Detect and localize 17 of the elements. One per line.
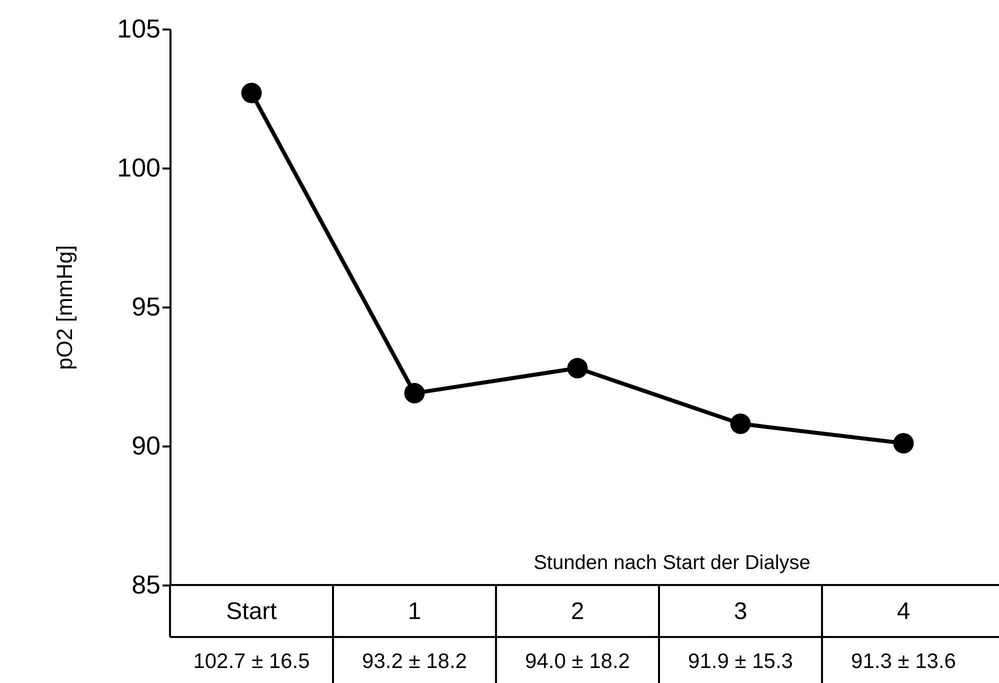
y-axis-title: pO2 [mmHg] <box>52 245 78 370</box>
text: 91.3 ± 13.6 <box>851 650 956 673</box>
text: 102.7 ± 16.5 <box>193 650 310 673</box>
text: 93.2 ± 18.2 <box>362 650 467 673</box>
text: 94.0 ± 18.2 <box>525 650 630 673</box>
y-tick-label: 90 <box>132 430 160 460</box>
x-tick-label: 2 <box>570 598 584 625</box>
y-tick-label: 105 <box>117 14 160 44</box>
y-tick-label: 100 <box>117 152 160 182</box>
x-tick-label: 3 <box>734 598 748 625</box>
y-tick-label: 95 <box>132 292 160 322</box>
x-tick-label: 1 <box>408 598 422 625</box>
x-tick-label: 4 <box>896 598 910 625</box>
y-tick-label: 85 <box>132 570 160 600</box>
text: 91.9 ± 15.3 <box>688 650 793 673</box>
x-axis-title: Stunden nach Start der Dialyse <box>534 552 810 574</box>
x-tick-label: Start <box>226 598 278 625</box>
